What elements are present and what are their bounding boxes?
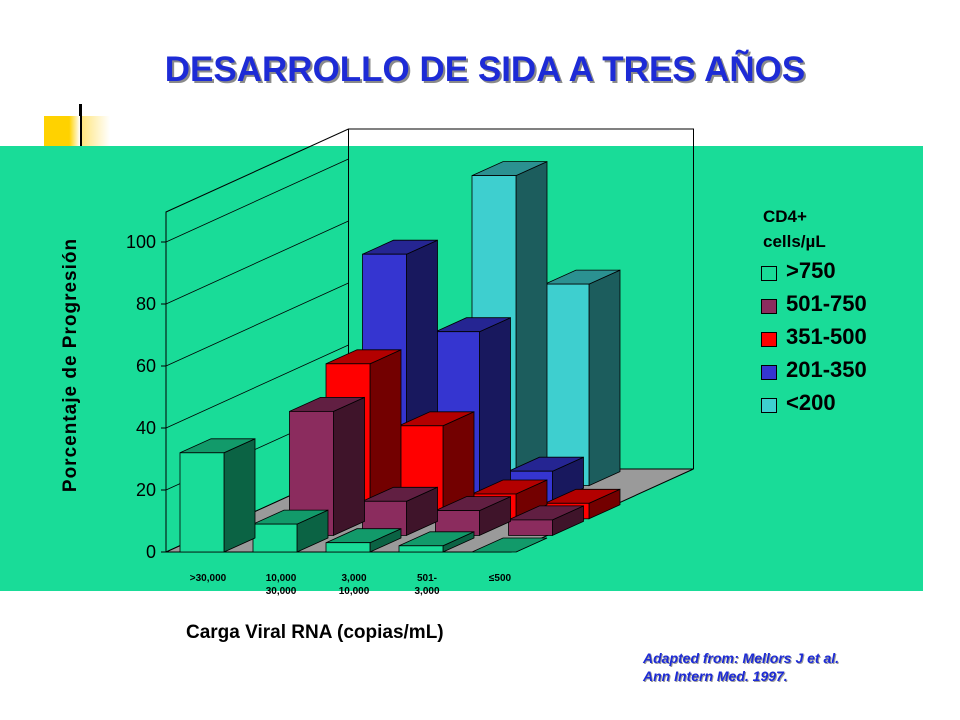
x-tick-label: 10,000: [266, 573, 297, 584]
legend-label: 201-350: [786, 357, 867, 382]
decorative-bar: [79, 104, 82, 147]
legend-label: 501-750: [786, 291, 867, 316]
bar-501-750-5: [508, 505, 584, 537]
legend-title-line2: cells/µL: [763, 232, 826, 251]
bar-front-face: [435, 510, 480, 536]
x-tick-label: 10,000: [339, 586, 370, 597]
bar-side-face: [479, 317, 511, 503]
x-tick-label: 3,000: [414, 586, 439, 597]
legend-label: <200: [786, 390, 836, 415]
x-tick-label: 30,000: [266, 586, 297, 597]
bar--750-3: [325, 528, 402, 553]
legend-swatch: [761, 266, 777, 281]
y-tick-label: 60: [136, 356, 156, 376]
x-axis-title: Carga Viral RNA (copias/mL): [186, 622, 444, 643]
y-tick-label: 20: [136, 480, 156, 500]
y-gridline: [165, 344, 349, 429]
bar-side-face: [588, 269, 621, 487]
bar-501-750-4: [435, 495, 511, 537]
legend-title: CD4+ cells/µL: [763, 204, 826, 254]
legend-label: 351-500: [786, 324, 867, 349]
y-gridline: [165, 282, 349, 367]
x-tick-label: >30,000: [190, 573, 227, 584]
y-tick-label: 100: [126, 232, 156, 252]
slide-title: DESARROLLO DE SIDA A TRES AÑOS: [164, 50, 806, 89]
bar-front-face: [179, 452, 225, 553]
x-tick-label: 501-: [417, 573, 437, 584]
bar-front-face: [325, 542, 371, 553]
bar-front-face: [398, 545, 444, 553]
bar-side-face: [515, 160, 548, 487]
bar--750-2: [252, 509, 329, 553]
y-axis-title: Porcentaje de Progresión: [60, 238, 81, 492]
legend-title-line1: CD4+: [763, 207, 807, 226]
legend-swatch: [761, 365, 777, 380]
x-axis: >30,000 10,000 30,000 3,000 10,000 501- 3,000 ≤…: [190, 573, 512, 597]
bar-front-face: [508, 519, 553, 536]
bar--200-4: [544, 269, 621, 487]
bar-front-face: [544, 283, 590, 487]
source-line-2: Ann Intern Med. 1997.: [643, 668, 788, 684]
bar-front-face: [252, 523, 298, 553]
y-tick-label: 0: [146, 542, 156, 562]
legend-swatch: [761, 398, 777, 413]
decorative-square-fade: [82, 116, 110, 146]
decorative-square: [44, 116, 80, 146]
bar-side-face: [333, 396, 365, 537]
bar-top-face: [471, 537, 548, 553]
bar-side-face: [223, 438, 256, 553]
back-wall: [348, 128, 694, 469]
x-tick-label: 3,000: [341, 573, 366, 584]
source-citation: Adapted from: Mellors J et al. Ann Inter…: [643, 649, 839, 685]
y-tick-label: 80: [136, 294, 156, 314]
bar--750-1: [179, 438, 256, 553]
legend-label: >750: [786, 258, 836, 283]
bar--750-4: [398, 531, 475, 553]
side-wall: [165, 128, 349, 552]
y-tick-label: 40: [136, 418, 156, 438]
x-tick-label: ≤500: [489, 573, 512, 584]
bars: [179, 160, 621, 553]
legend-swatch: [761, 332, 777, 347]
bar--750-5: [471, 537, 548, 553]
legend-swatch: [761, 299, 777, 314]
y-gridline: [165, 158, 349, 243]
y-gridline: [165, 220, 349, 305]
source-line-1: Adapted from: Mellors J et al.: [643, 650, 840, 666]
